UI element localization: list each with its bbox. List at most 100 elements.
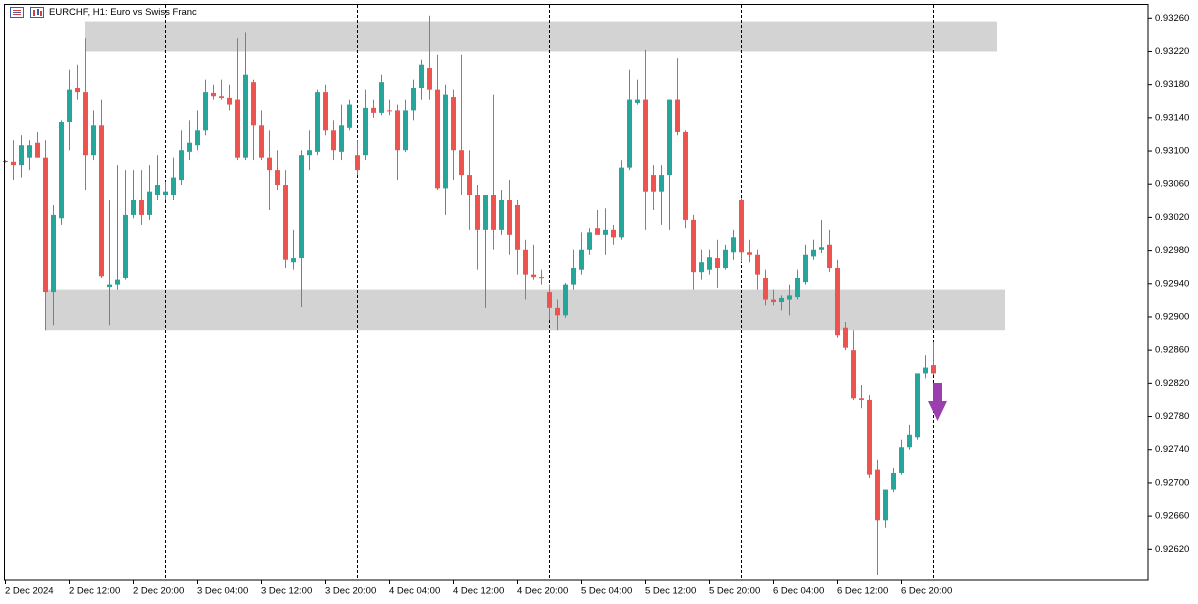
candles — [3, 15, 936, 576]
candle-body — [371, 107, 376, 113]
candle-body — [147, 191, 152, 215]
candle-body — [171, 177, 176, 196]
candle-body — [915, 373, 920, 438]
candle-body — [427, 68, 432, 90]
candle-body — [379, 82, 384, 113]
candle-body — [419, 64, 424, 88]
candle-body — [307, 150, 312, 156]
y-tick-label: 0.93140 — [1155, 112, 1189, 123]
candle-body — [451, 97, 456, 151]
candle-body — [691, 219, 696, 273]
x-tick-label: 6 Dec 04:00 — [773, 586, 824, 597]
x-tick-label: 3 Dec 20:00 — [325, 586, 376, 597]
arrow-head — [928, 401, 947, 421]
candle-body — [499, 199, 504, 230]
y-tick-label: 0.93060 — [1155, 179, 1189, 190]
candle-body — [707, 257, 712, 270]
candle-body — [619, 167, 624, 238]
x-tick-label: 2 Dec 2024 — [5, 586, 54, 597]
y-tick-label: 0.92700 — [1155, 477, 1189, 488]
y-tick-label: 0.93260 — [1155, 13, 1189, 24]
candle-body — [299, 155, 304, 259]
candle-body — [387, 110, 392, 112]
candle-body — [819, 247, 824, 250]
candle-body — [547, 292, 552, 308]
x-tick-label: 5 Dec 20:00 — [709, 586, 760, 597]
candle-body — [867, 399, 872, 475]
candle-body — [283, 185, 288, 260]
candle-body — [683, 131, 688, 220]
candle-body — [755, 254, 760, 275]
candle-body — [67, 89, 72, 122]
candle-body — [555, 307, 560, 316]
candle-body — [195, 130, 200, 146]
icon-bar — [33, 10, 35, 16]
y-tick-label: 0.92860 — [1155, 345, 1189, 356]
icon-bar — [37, 9, 39, 15]
x-tick-label: 4 Dec 04:00 — [389, 586, 440, 597]
candle-body — [931, 365, 936, 374]
x-tick-label: 2 Dec 20:00 — [133, 586, 184, 597]
candle-body — [723, 249, 728, 269]
y-tick-label: 0.92660 — [1155, 511, 1189, 522]
candle-body — [587, 232, 592, 250]
candle-body — [411, 87, 416, 111]
y-tick-label: 0.92980 — [1155, 245, 1189, 256]
candle-body — [787, 295, 792, 300]
candle-body — [75, 87, 80, 93]
candle-body — [539, 277, 544, 279]
candle-body — [795, 277, 800, 298]
candle-body — [139, 199, 144, 215]
candle-body — [331, 130, 336, 151]
x-tick-label: 3 Dec 12:00 — [261, 586, 312, 597]
candle-body — [291, 258, 296, 263]
candle-body — [107, 284, 112, 288]
candle-body — [851, 350, 856, 399]
candle-body — [259, 125, 264, 158]
candle-body — [339, 125, 344, 152]
icon-bar — [40, 11, 42, 16]
candle-body — [243, 74, 248, 158]
candle-body — [99, 125, 104, 277]
candle-body — [763, 277, 768, 300]
candle-body — [219, 96, 224, 98]
candle-body — [43, 157, 48, 293]
candle-body — [715, 258, 720, 269]
candle-body — [523, 249, 528, 275]
candle-body — [627, 99, 632, 168]
signal-arrow — [928, 383, 947, 421]
candle-body — [883, 489, 888, 521]
candle-body — [875, 469, 880, 521]
y-tick-label: 0.92620 — [1155, 544, 1189, 555]
candle-body — [467, 175, 472, 196]
candle-body — [603, 229, 608, 235]
candle-body — [163, 191, 168, 196]
x-tick-label: 5 Dec 12:00 — [645, 586, 696, 597]
chart-title: EURCHF, H1: Euro vs Swiss Franc — [49, 7, 197, 18]
candle-body — [907, 434, 912, 448]
candle-body — [323, 92, 328, 131]
candle-body — [403, 110, 408, 151]
y-tick-label: 0.93020 — [1155, 212, 1189, 223]
candle-body — [267, 157, 272, 171]
candle-body — [91, 125, 96, 156]
candle-body — [235, 99, 240, 158]
candle-body — [131, 199, 136, 215]
candle-body — [515, 204, 520, 250]
candle-body — [491, 195, 496, 230]
candle-body — [275, 170, 280, 186]
candle-body — [659, 175, 664, 192]
candle-body — [731, 237, 736, 253]
candle-body — [827, 244, 832, 269]
candle-body — [483, 195, 488, 230]
x-tick-label: 5 Dec 04:00 — [581, 586, 632, 597]
x-tick-label: 4 Dec 20:00 — [517, 586, 568, 597]
candle-body — [35, 142, 40, 158]
candle-body — [51, 214, 56, 293]
candle-body — [435, 89, 440, 189]
x-tick-label: 4 Dec 12:00 — [453, 586, 504, 597]
candle-body — [563, 284, 568, 316]
candle-body — [123, 214, 128, 278]
y-tick-label: 0.92820 — [1155, 378, 1189, 389]
